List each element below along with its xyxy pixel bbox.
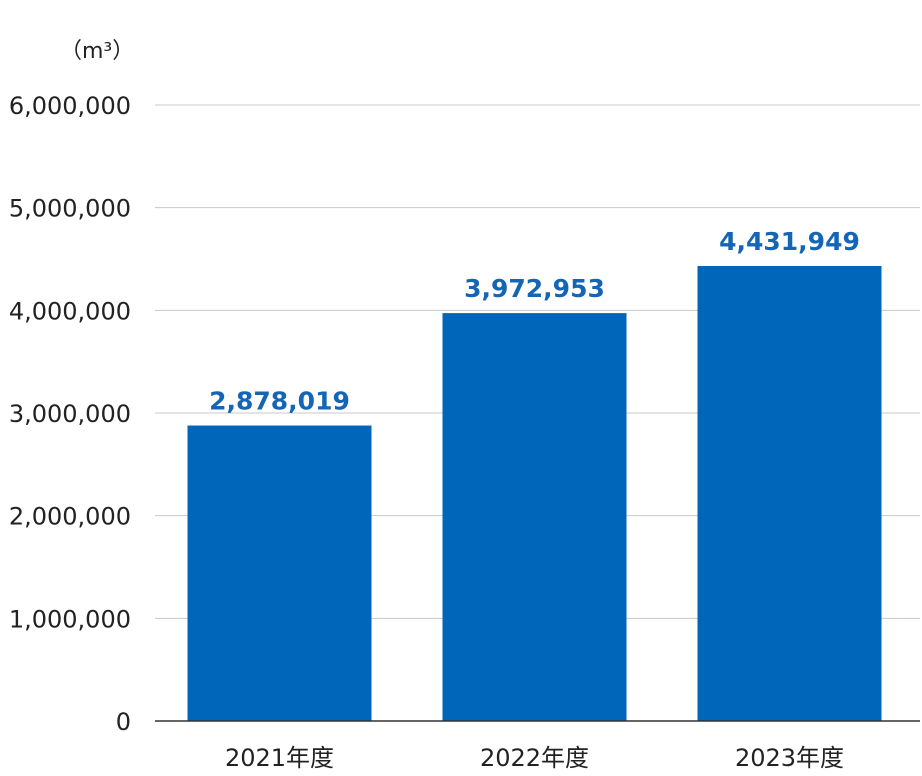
y-tick-label: 0 (116, 708, 131, 736)
x-category-label: 2023年度 (735, 744, 844, 772)
bar (442, 313, 627, 721)
data-label: 4,431,949 (719, 227, 860, 256)
y-tick-label: 1,000,000 (9, 605, 131, 633)
y-tick-label: 4,000,000 (9, 297, 131, 325)
bar-layer (187, 265, 882, 721)
x-category-label: 2022年度 (480, 744, 589, 772)
bar (187, 425, 372, 721)
y-tick-label: 2,000,000 (9, 503, 131, 531)
y-tick-label: 3,000,000 (9, 400, 131, 428)
y-tick-label: 6,000,000 (9, 92, 131, 120)
x-category-labels: 2021年度 2022年度 2023年度 (225, 744, 844, 772)
bar (697, 265, 882, 721)
y-tick-label: 5,000,000 (9, 195, 131, 223)
data-label: 2,878,019 (209, 387, 350, 416)
data-label: 3,972,953 (464, 274, 605, 303)
y-tick-labels: 0 1,000,000 2,000,000 3,000,000 4,000,000 5,0… (9, 92, 131, 736)
x-category-label: 2021年度 (225, 744, 334, 772)
y-unit-label: （m³） (60, 39, 134, 64)
data-labels: 2,878,019 3,972,953 4,431,949 (209, 227, 860, 416)
